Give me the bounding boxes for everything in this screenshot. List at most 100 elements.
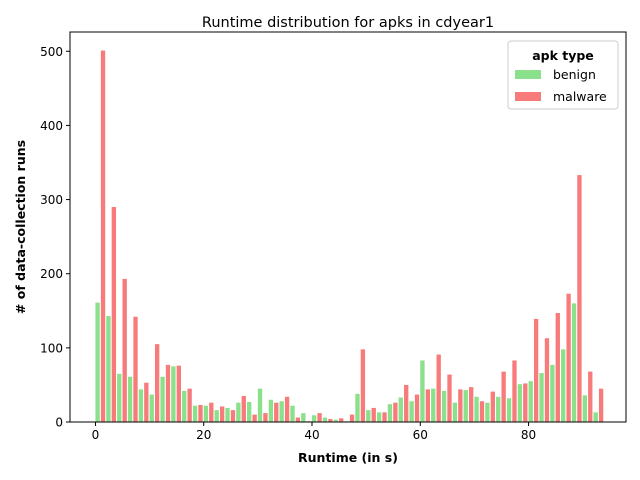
bar-malware xyxy=(100,50,106,422)
y-tick-label: 400 xyxy=(40,119,63,133)
bar-benign xyxy=(279,401,284,422)
bar-malware xyxy=(555,313,560,422)
x-tick-label: 60 xyxy=(413,428,428,442)
bar-malware xyxy=(371,407,376,422)
bar-malware xyxy=(209,402,214,422)
bar-benign xyxy=(355,393,360,422)
bar-malware xyxy=(122,278,127,422)
bar-malware xyxy=(230,410,236,422)
bar-malware xyxy=(447,374,452,422)
bar-malware xyxy=(198,404,203,422)
bar-malware xyxy=(501,371,506,422)
x-tick-label: 40 xyxy=(304,428,319,442)
bar-malware xyxy=(339,418,344,422)
bar-benign xyxy=(301,413,306,422)
bar-benign xyxy=(474,396,479,422)
y-tick-label: 300 xyxy=(40,193,63,207)
legend-swatch-benign xyxy=(515,70,541,79)
bar-benign xyxy=(214,410,219,422)
bar-malware xyxy=(154,344,160,422)
bar-benign xyxy=(593,412,598,422)
bar-benign xyxy=(192,405,198,422)
bar-benign xyxy=(149,394,154,422)
bar-benign xyxy=(203,405,209,422)
bar-benign xyxy=(322,417,328,422)
bar-malware xyxy=(404,384,409,422)
bar-benign xyxy=(95,302,100,422)
legend-swatch-malware xyxy=(515,92,541,101)
bar-benign xyxy=(431,388,436,422)
bar-malware xyxy=(295,417,301,422)
bar-benign xyxy=(138,389,144,422)
chart-title: Runtime distribution for apks in cdyear1 xyxy=(202,15,494,31)
bar-benign xyxy=(506,398,512,422)
x-tick-label: 80 xyxy=(521,428,536,442)
bar-benign xyxy=(539,373,544,422)
bar-malware xyxy=(187,388,192,422)
bar-benign xyxy=(376,412,382,422)
bar-benign xyxy=(311,415,317,422)
bar-benign xyxy=(333,419,338,422)
bar-benign xyxy=(571,303,577,422)
bar-benign xyxy=(290,405,295,422)
y-tick-label: 100 xyxy=(40,341,63,355)
y-tick-label: 500 xyxy=(40,45,63,59)
bar-benign xyxy=(257,388,263,422)
bar-malware xyxy=(284,396,290,422)
bar-benign xyxy=(387,404,393,422)
y-tick-label: 0 xyxy=(55,416,63,430)
bar-malware xyxy=(523,383,528,422)
bar-malware xyxy=(458,389,463,422)
bar-malware xyxy=(360,349,366,422)
bar-malware xyxy=(436,354,441,422)
bar-malware xyxy=(144,382,149,422)
x-axis-label: Runtime (in s) xyxy=(298,450,398,465)
bar-benign xyxy=(366,410,371,422)
bar-malware xyxy=(176,365,181,422)
bar-malware xyxy=(544,338,550,422)
bar-malware xyxy=(111,206,117,422)
bar-benign xyxy=(485,402,490,422)
bar-malware xyxy=(479,401,485,422)
bar-benign xyxy=(236,402,241,422)
bar-malware xyxy=(241,396,246,422)
bar-malware xyxy=(263,413,268,422)
bar-benign xyxy=(106,315,111,422)
bar-benign xyxy=(225,407,230,422)
bar-benign xyxy=(117,373,122,422)
bar-benign xyxy=(127,376,133,422)
bar-benign xyxy=(582,395,588,422)
bar-benign xyxy=(452,402,458,422)
bar-malware xyxy=(566,293,571,422)
bar-benign xyxy=(463,390,468,422)
bar-malware xyxy=(414,394,420,422)
bar-malware xyxy=(533,318,539,422)
bar-benign xyxy=(268,399,274,422)
bar-benign xyxy=(171,366,176,422)
bar-benign xyxy=(517,384,523,422)
bar-malware xyxy=(252,414,257,422)
bar-benign xyxy=(247,401,252,422)
bar-malware xyxy=(382,412,387,422)
x-axis: 0 20 40 60 80 xyxy=(92,422,536,442)
bar-malware xyxy=(328,419,333,422)
bar-benign xyxy=(398,397,403,422)
bar-benign xyxy=(441,390,447,422)
bar-benign xyxy=(182,390,187,422)
bar-malware xyxy=(598,388,604,422)
bar-malware xyxy=(317,413,322,422)
plot-frame xyxy=(69,31,627,423)
bar-malware xyxy=(219,406,225,422)
bar-malware xyxy=(393,402,398,422)
bar-benign xyxy=(496,396,501,422)
bar-malware xyxy=(349,414,355,422)
y-axis: 0 100 200 300 400 500 xyxy=(40,45,70,430)
legend: apk type benign malware xyxy=(507,40,619,110)
y-axis-label: # of data-collection runs xyxy=(13,140,28,314)
x-tick-label: 20 xyxy=(196,428,211,442)
bar-benign xyxy=(420,360,425,422)
legend-label-malware: malware xyxy=(553,89,607,104)
bar-malware xyxy=(577,175,582,422)
bar-malware xyxy=(490,391,495,422)
bar-benign xyxy=(550,364,555,422)
